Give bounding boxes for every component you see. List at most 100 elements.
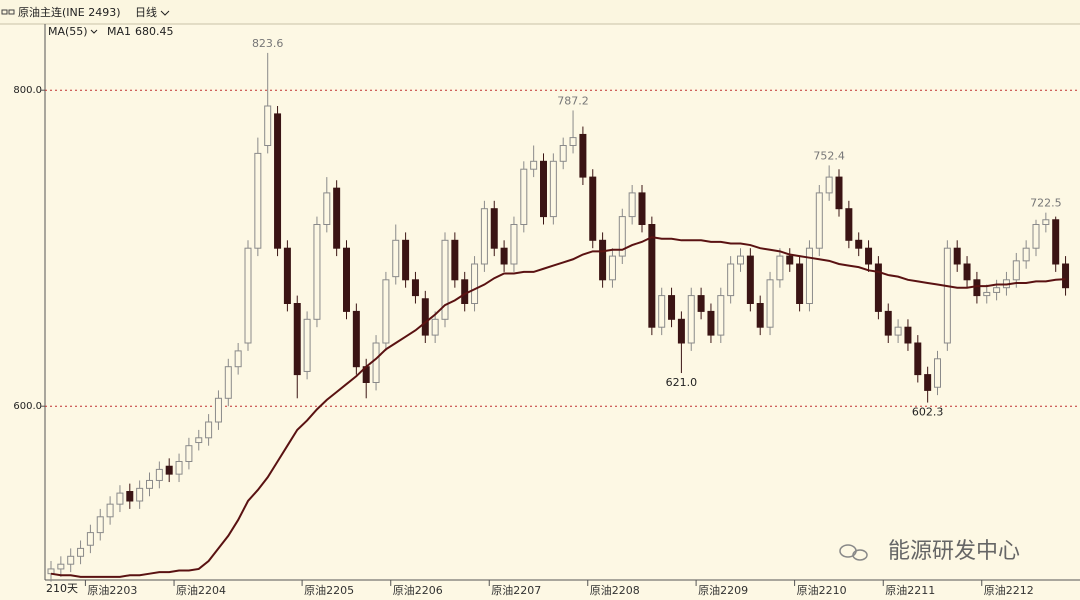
candle-body — [1052, 219, 1060, 265]
x-tick-label: 原油2207 — [491, 583, 541, 597]
candle-body — [569, 137, 577, 147]
candle-body — [234, 350, 242, 368]
candle-body — [313, 224, 321, 320]
candle-body — [382, 279, 390, 344]
candle-body — [244, 247, 252, 344]
extreme-label: 787.2 — [557, 94, 589, 107]
x-tick-label: 原油2204 — [176, 583, 226, 597]
candle-body — [884, 310, 892, 336]
candle-body — [1022, 247, 1030, 262]
candle-body — [618, 216, 626, 257]
watermark: 能源研发中心 — [888, 539, 1020, 564]
candle-body — [195, 437, 203, 444]
candle-body — [146, 479, 153, 489]
x-tick-label: 原油2210 — [797, 583, 847, 597]
x-tick-label: 原油2209 — [698, 583, 748, 597]
candle-body — [480, 208, 488, 265]
candle-body — [323, 192, 331, 225]
candle-body — [520, 168, 528, 225]
extreme-label: 752.4 — [813, 149, 845, 162]
ma-line — [50, 236, 1066, 578]
candle-body — [746, 255, 754, 305]
indicator-label[interactable]: MA(55) — [48, 25, 88, 38]
candle-body — [421, 298, 429, 336]
candle-body — [254, 152, 262, 249]
candle-body — [392, 239, 400, 278]
dropdown-arrow[interactable] — [90, 29, 98, 34]
candle-body — [717, 295, 725, 336]
candle-body — [825, 176, 833, 194]
dropdown-arrow[interactable] — [160, 10, 170, 16]
candle-body — [510, 224, 518, 265]
candle-body — [697, 295, 705, 312]
candle-body — [796, 263, 804, 304]
legend-ma-name: MA1 — [107, 25, 131, 38]
candle-body — [1042, 219, 1050, 225]
candle-body — [874, 263, 882, 312]
candle-body — [402, 239, 410, 281]
candle-body — [638, 192, 646, 225]
candle-body — [471, 263, 479, 304]
candle-body — [658, 295, 666, 328]
candle-body — [549, 160, 557, 218]
candle-body — [855, 239, 863, 249]
candle-body — [628, 192, 636, 218]
candle-body — [943, 247, 951, 344]
candle-body — [165, 465, 173, 475]
candle-body — [677, 318, 685, 344]
candle-body — [283, 247, 291, 304]
candle-body — [727, 263, 735, 297]
candle-body — [579, 133, 587, 178]
candle-body — [352, 310, 360, 368]
candle-body — [333, 187, 341, 249]
candle-body — [214, 397, 222, 423]
candle-body — [264, 105, 272, 146]
candle-body — [953, 247, 961, 265]
candle-body — [86, 532, 94, 546]
x-tick-label: 原油2203 — [87, 583, 137, 597]
candle-body — [461, 279, 469, 304]
period-menu[interactable]: 日线 — [135, 5, 157, 19]
candle-body — [490, 208, 498, 249]
candle-body — [687, 295, 695, 344]
candle-body — [993, 287, 1001, 293]
candle-body — [707, 310, 715, 336]
candle-body — [343, 247, 350, 312]
x-tick-label: 原油2211 — [885, 583, 935, 597]
candle-body — [756, 303, 764, 328]
x-tick-label: 原油2208 — [590, 583, 640, 597]
x-tick-label: 原油2212 — [984, 583, 1034, 597]
watermark-icon — [839, 544, 868, 561]
extreme-label: 621.0 — [666, 376, 698, 389]
candle-body — [116, 492, 124, 505]
candle-body — [540, 160, 547, 218]
candle-body — [845, 208, 853, 241]
candle-body — [372, 342, 380, 383]
candle-body — [668, 295, 676, 320]
candle-body — [904, 326, 912, 344]
candle-body — [274, 113, 282, 249]
extreme-label: 823.6 — [252, 37, 284, 50]
y-tick-label: 800.0 — [13, 85, 42, 96]
toolbar-icon — [1, 9, 15, 15]
y-tick-label: 600.0 — [13, 401, 42, 412]
extreme-label: 602.3 — [912, 406, 944, 419]
candle-body — [500, 247, 508, 265]
candle-body — [441, 239, 449, 320]
extreme-label: 722.5 — [1030, 197, 1062, 210]
candle-body — [766, 279, 774, 328]
x-tick-label: 原油2206 — [393, 583, 443, 597]
candle-body — [224, 366, 232, 399]
candle-body — [786, 255, 794, 265]
candle-body — [155, 468, 163, 481]
chart-title[interactable]: 原油主连(INE 2493) — [18, 5, 121, 19]
candle-body — [96, 516, 104, 534]
candle-body — [293, 303, 301, 376]
candle-body — [805, 247, 813, 304]
candle-body — [303, 318, 311, 372]
candle-body — [175, 461, 183, 475]
candle-body — [126, 491, 134, 502]
candle-body — [589, 176, 597, 241]
